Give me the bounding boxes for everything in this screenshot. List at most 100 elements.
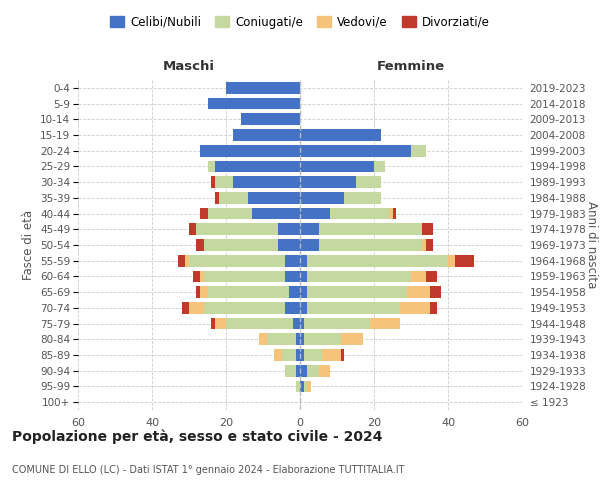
Text: Maschi: Maschi — [163, 60, 215, 74]
Bar — [422, 239, 426, 251]
Bar — [307, 255, 448, 266]
Bar — [289, 286, 300, 298]
Bar — [218, 192, 248, 204]
Bar — [304, 349, 322, 361]
Bar — [300, 286, 307, 298]
Bar — [455, 255, 474, 266]
Bar — [293, 318, 300, 330]
Bar — [281, 349, 296, 361]
Bar — [252, 208, 300, 220]
Bar — [285, 365, 296, 376]
Bar — [307, 286, 407, 298]
Text: Femmine: Femmine — [377, 60, 445, 74]
Bar — [226, 318, 293, 330]
Bar — [274, 349, 281, 361]
Bar — [259, 334, 267, 345]
Bar — [300, 224, 319, 235]
Bar — [300, 349, 304, 361]
Bar — [200, 208, 208, 220]
Bar — [196, 239, 204, 251]
Y-axis label: Anni di nascita: Anni di nascita — [584, 202, 598, 288]
Bar — [285, 270, 300, 282]
Bar — [422, 224, 433, 235]
Bar — [285, 255, 300, 266]
Bar — [341, 349, 344, 361]
Bar — [200, 270, 204, 282]
Bar — [389, 208, 392, 220]
Bar — [296, 349, 300, 361]
Bar — [189, 255, 285, 266]
Bar — [241, 114, 300, 125]
Bar — [267, 334, 296, 345]
Bar — [411, 270, 426, 282]
Bar — [319, 365, 329, 376]
Bar — [204, 239, 278, 251]
Bar — [189, 224, 196, 235]
Bar — [215, 176, 233, 188]
Bar — [407, 286, 430, 298]
Bar — [344, 192, 382, 204]
Bar — [341, 334, 363, 345]
Bar — [319, 224, 422, 235]
Bar — [307, 270, 411, 282]
Bar — [204, 270, 285, 282]
Bar — [215, 192, 218, 204]
Bar — [374, 160, 385, 172]
Bar — [370, 318, 400, 330]
Text: Popolazione per età, sesso e stato civile - 2024: Popolazione per età, sesso e stato civil… — [12, 430, 383, 444]
Bar — [233, 129, 300, 141]
Bar — [278, 239, 300, 251]
Bar — [178, 255, 185, 266]
Bar — [300, 145, 411, 156]
Bar — [300, 270, 307, 282]
Bar — [300, 192, 344, 204]
Bar — [430, 302, 437, 314]
Bar — [300, 239, 319, 251]
Bar — [307, 365, 319, 376]
Bar — [200, 286, 208, 298]
Bar — [426, 239, 433, 251]
Bar — [304, 380, 307, 392]
Bar — [204, 302, 285, 314]
Bar — [189, 302, 204, 314]
Bar — [193, 270, 200, 282]
Bar — [300, 380, 304, 392]
Bar — [400, 302, 430, 314]
Bar — [448, 255, 455, 266]
Bar — [426, 270, 437, 282]
Bar — [296, 380, 300, 392]
Bar — [200, 145, 300, 156]
Text: COMUNE DI ELLO (LC) - Dati ISTAT 1° gennaio 2024 - Elaborazione TUTTITALIA.IT: COMUNE DI ELLO (LC) - Dati ISTAT 1° genn… — [12, 465, 404, 475]
Bar — [300, 176, 356, 188]
Bar — [226, 82, 300, 94]
Bar — [208, 160, 215, 172]
Bar — [300, 318, 304, 330]
Bar — [248, 192, 300, 204]
Bar — [300, 255, 307, 266]
Bar — [304, 318, 370, 330]
Bar — [356, 176, 382, 188]
Bar — [300, 208, 329, 220]
Bar — [329, 208, 389, 220]
Bar — [185, 255, 189, 266]
Bar — [296, 365, 300, 376]
Bar — [208, 98, 300, 110]
Bar — [430, 286, 440, 298]
Bar — [296, 334, 300, 345]
Bar — [307, 302, 400, 314]
Bar — [392, 208, 396, 220]
Bar — [300, 365, 307, 376]
Bar — [300, 160, 374, 172]
Bar — [411, 145, 426, 156]
Bar — [215, 160, 300, 172]
Bar — [208, 208, 252, 220]
Bar — [182, 302, 189, 314]
Bar — [300, 302, 307, 314]
Bar — [319, 239, 422, 251]
Bar — [307, 380, 311, 392]
Legend: Celibi/Nubili, Coniugati/e, Vedovi/e, Divorziati/e: Celibi/Nubili, Coniugati/e, Vedovi/e, Di… — [105, 11, 495, 34]
Bar — [208, 286, 289, 298]
Y-axis label: Fasce di età: Fasce di età — [22, 210, 35, 280]
Bar — [233, 176, 300, 188]
Bar — [215, 318, 226, 330]
